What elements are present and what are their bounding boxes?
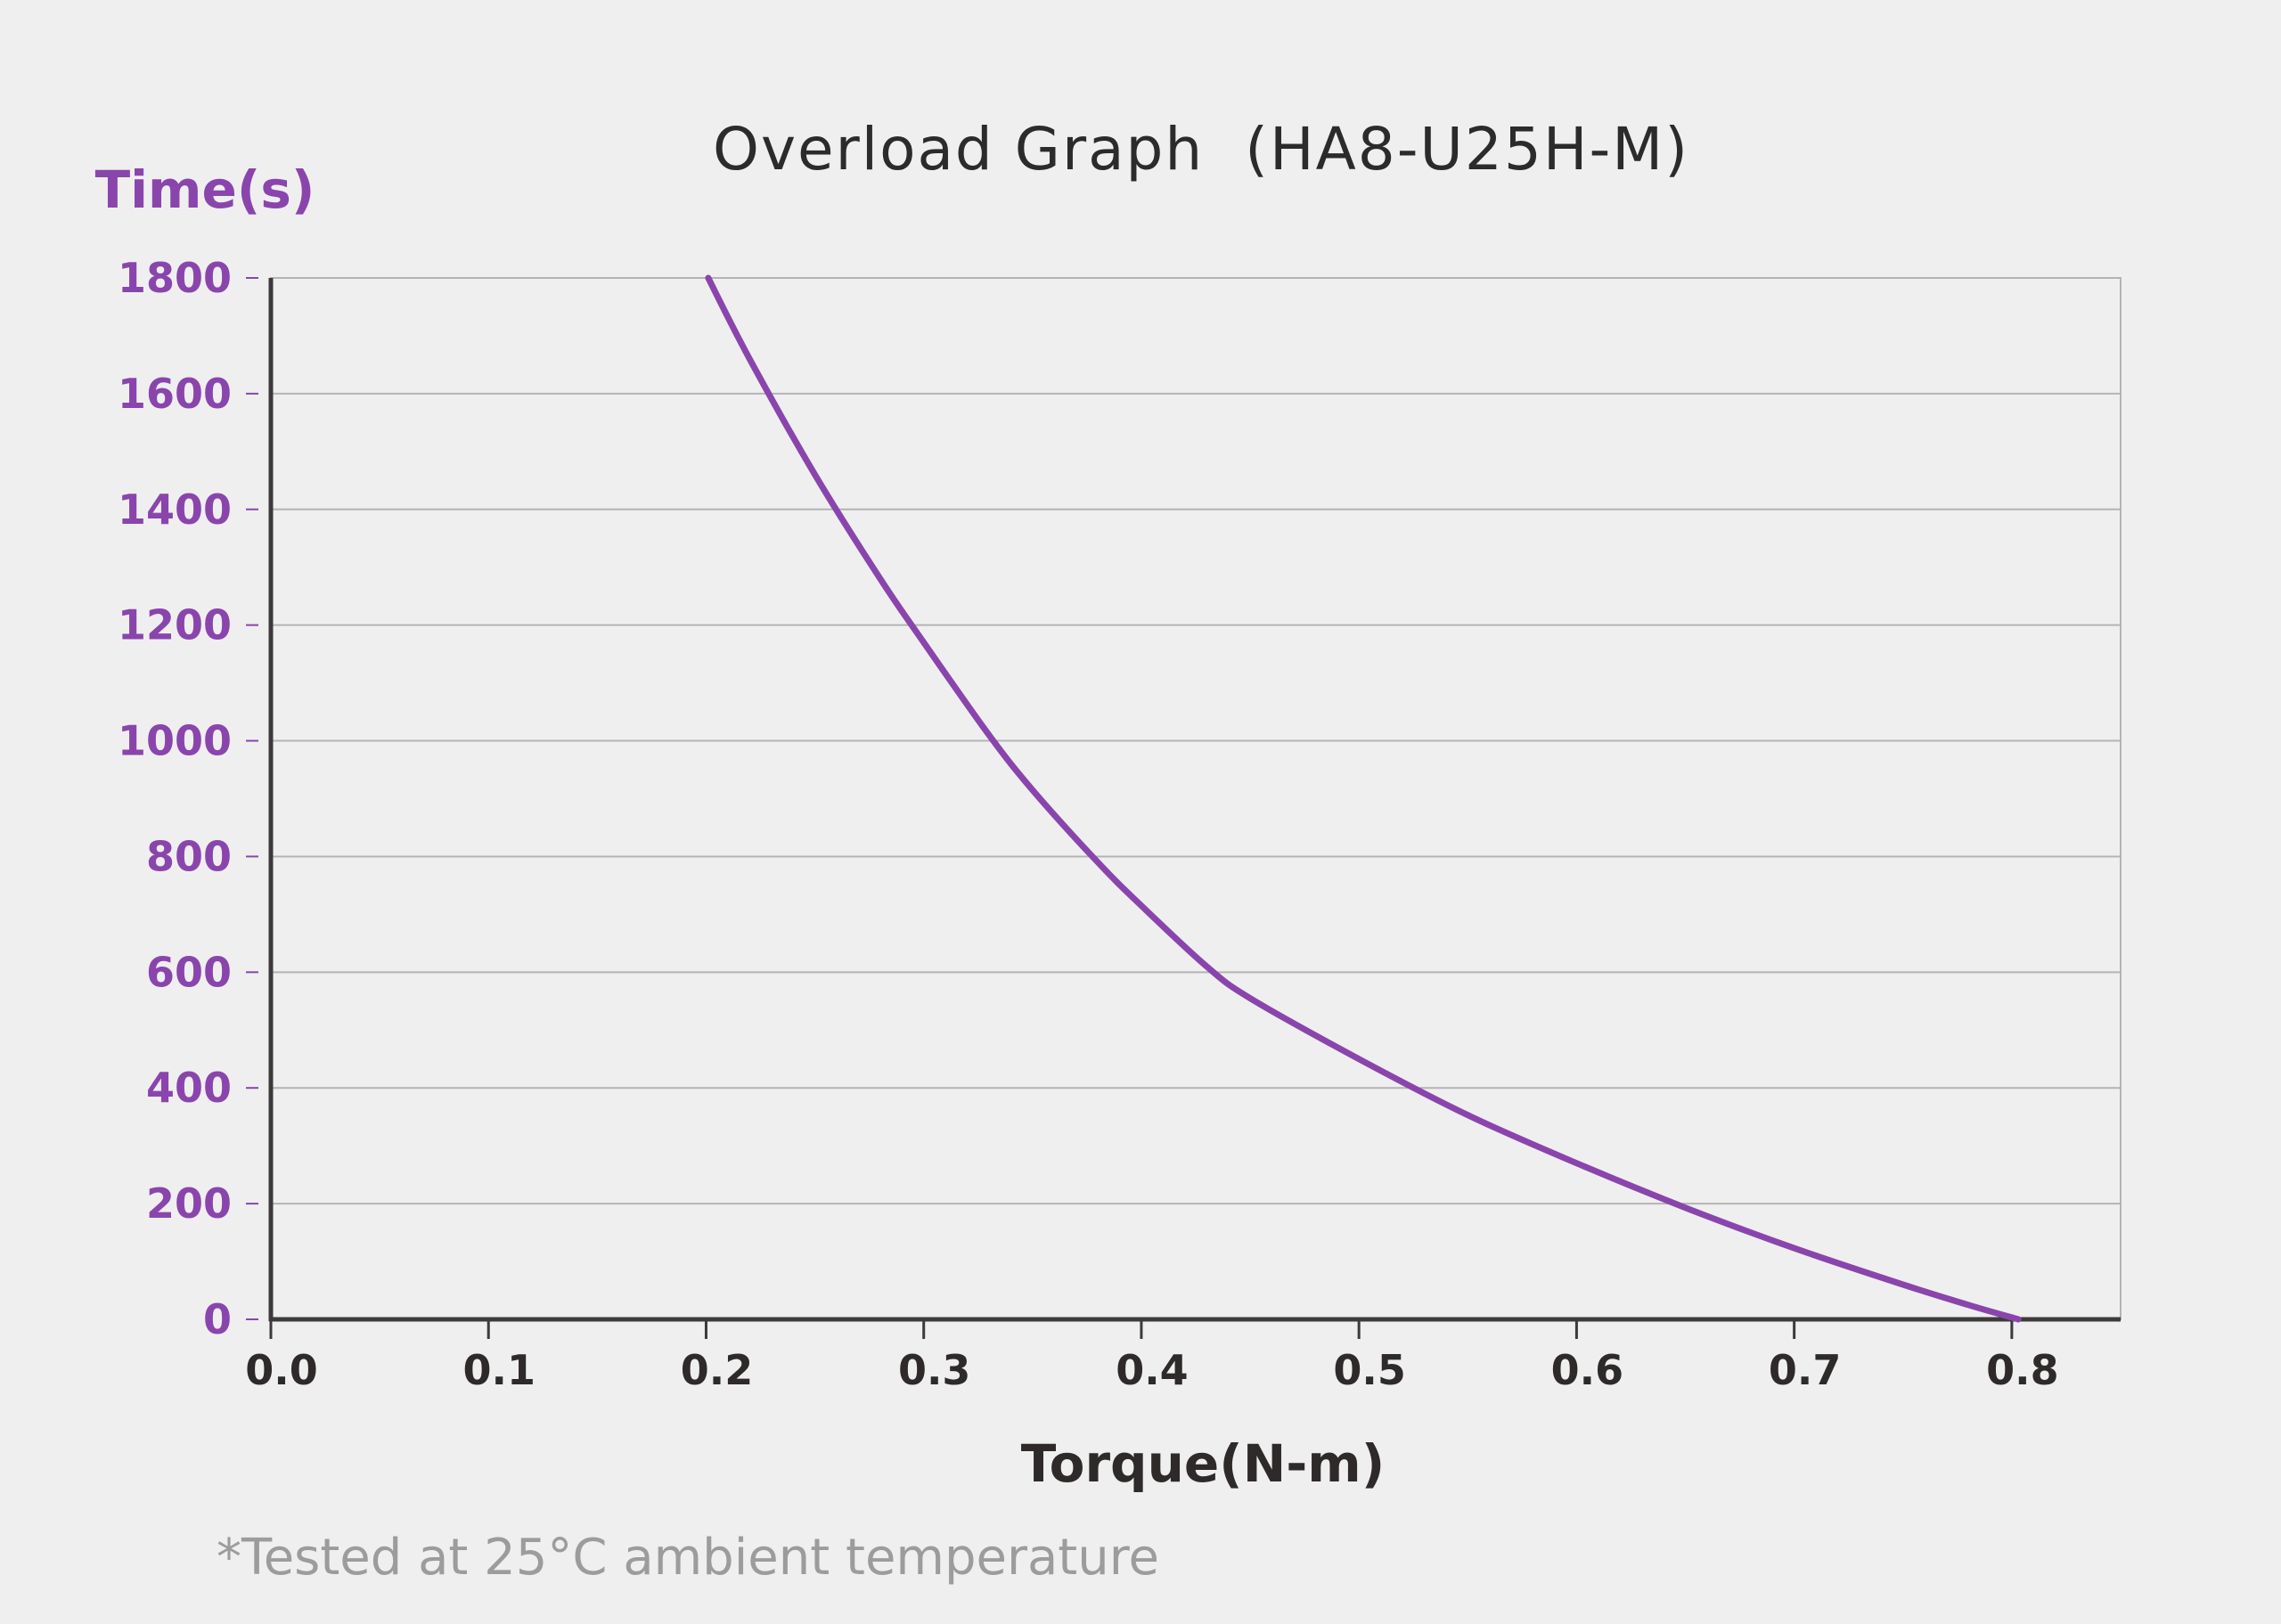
y-tick-label-1400: 1400: [118, 486, 232, 534]
series-line-0: [705, 274, 2022, 1323]
x-tick-label-0.6: 0.6: [1551, 1346, 1624, 1394]
x-axis-ticks: 0.0 0.1 0.2 0.3 0.4 0.5 0.6 0.7 0.8: [245, 1319, 2059, 1394]
y-tick-label-1800: 1800: [118, 254, 232, 302]
x-axis-label: Torque(N-m): [1021, 1433, 1386, 1494]
x-tick-label-0.8: 0.8: [1986, 1346, 2059, 1394]
y-tick-label-400: 400: [146, 1064, 232, 1112]
x-tick-label-0.4: 0.4: [1116, 1346, 1189, 1394]
x-tick-label-0.2: 0.2: [681, 1346, 754, 1394]
series-layer: [705, 274, 2022, 1323]
x-tick-label-0.7: 0.7: [1769, 1346, 1842, 1394]
plot-frame: [270, 277, 2122, 1320]
y-tick-label-1600: 1600: [118, 370, 232, 418]
gridlines: [271, 277, 2121, 1320]
x-tick-label-0.5: 0.5: [1333, 1346, 1406, 1394]
x-tick-label-0.1: 0.1: [462, 1346, 536, 1394]
y-tick-label-1200: 1200: [118, 601, 232, 649]
y-tick-label-0: 0: [203, 1295, 232, 1343]
y-tick-label-1000: 1000: [118, 717, 232, 765]
x-tick-label-0.3: 0.3: [898, 1346, 971, 1394]
y-tick-label-600: 600: [146, 948, 232, 996]
y-tick-label-200: 200: [146, 1179, 232, 1228]
x-tick-label-0.0: 0.0: [245, 1346, 318, 1394]
chart-title: Overload Graph (HA8-U25H-M): [713, 115, 1689, 184]
y-axis-ticks: 0 200 400 600 800 1000 1200 1400 1600 1800: [118, 254, 258, 1343]
y-axis-label: Time(s): [95, 159, 315, 220]
footnote: *Tested at 25°C ambient temperature: [217, 1529, 1159, 1587]
y-tick-label-800: 800: [146, 832, 232, 880]
axes: [268, 278, 2121, 1322]
